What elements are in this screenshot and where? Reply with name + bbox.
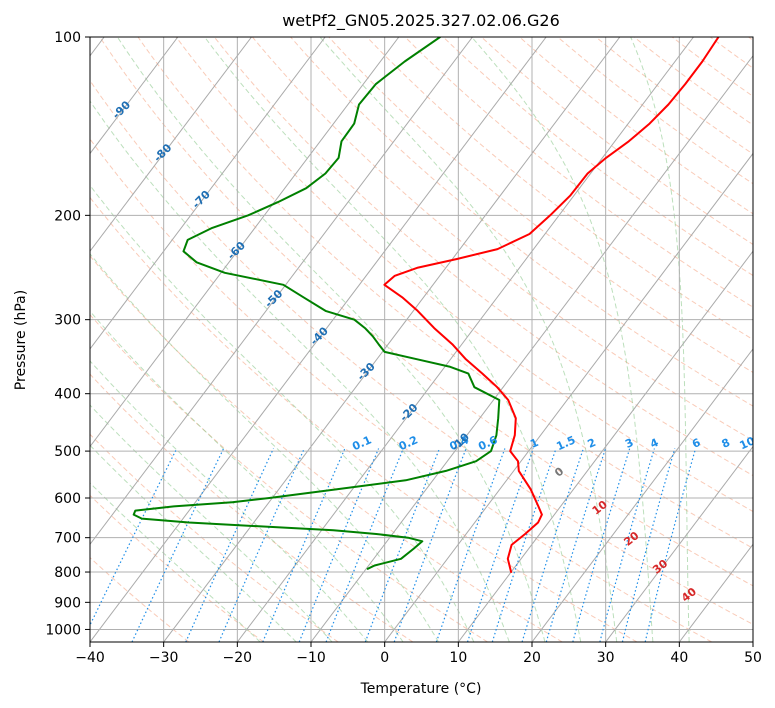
x-tick-label: 20 — [523, 650, 541, 666]
y-tick-label: 900 — [54, 595, 81, 611]
isotherm-line — [531, 348, 753, 642]
isotherm-lines — [90, 37, 753, 642]
moist-adiabat-line — [90, 444, 297, 642]
mixing-ratio-line — [218, 448, 305, 642]
y-tick-label: 1000 — [45, 622, 81, 638]
mixing-ratio-line — [621, 448, 676, 642]
mixing-ratio-line — [185, 448, 275, 642]
x-axis-label: Temperature (°C) — [360, 681, 482, 697]
isotherm-line — [384, 152, 753, 642]
y-tick-label: 100 — [54, 30, 81, 46]
pressure-gridlines — [90, 37, 753, 642]
dry-adiabat-line — [99, 37, 753, 587]
mixing-ratio-line — [364, 448, 441, 642]
dry-adiabat-line — [90, 196, 638, 642]
mixing-ratio-line — [545, 448, 607, 642]
moist-adiabat-line — [471, 37, 654, 642]
axes: −40 −30 −20 −10 0 10 20 30 40 50 1000 900 800 700 600 5… — [45, 30, 762, 666]
dewpoint-profile — [132, 37, 501, 570]
mixing-ratio-line — [572, 448, 631, 642]
sounding-series — [132, 37, 720, 573]
mixing-ratio-lines — [90, 448, 697, 642]
dry-adiabat-line — [481, 37, 753, 245]
y-tick-label: 300 — [54, 313, 81, 329]
dry-adiabat-line — [328, 37, 753, 374]
moist-adiabat-line — [90, 184, 475, 642]
isotherm-line — [236, 37, 694, 642]
x-tick-label: 10 — [449, 650, 467, 666]
isotherm-line — [457, 250, 753, 642]
temperature-profile — [383, 37, 720, 573]
mixing-ratio-line — [644, 448, 697, 642]
moist-adiabat-line — [90, 253, 439, 642]
x-tick-label: 0 — [380, 650, 389, 666]
dry-adiabat-line — [404, 37, 753, 308]
chart-title: wetPf2_GN05.2025.327.02.06.G26 — [282, 11, 560, 31]
moist-adiabat-line — [90, 404, 333, 642]
moist-adiabat-line — [116, 37, 546, 642]
mixing-ratio-label: 10 — [738, 434, 758, 452]
x-tick-label: −30 — [149, 650, 179, 666]
y-tick-label: 700 — [54, 531, 81, 547]
mixing-ratio-line — [262, 448, 346, 642]
dry-adiabat-line — [90, 79, 753, 625]
x-tick-label: 50 — [744, 650, 762, 666]
isotherm-line — [90, 37, 473, 546]
moist-adiabat-line — [90, 360, 369, 642]
isotherm-line — [90, 37, 179, 155]
y-tick-label: 400 — [54, 387, 81, 403]
plot-frame — [89, 36, 754, 643]
x-tick-label: 40 — [670, 650, 688, 666]
y-axis-label: Pressure (hPa) — [13, 290, 29, 390]
mixing-ratio-line — [325, 448, 404, 642]
y-tick-label: 500 — [54, 444, 81, 460]
isotherm-line — [90, 37, 547, 642]
moist-adiabat-line — [90, 310, 404, 642]
isotherm-line — [310, 54, 753, 642]
x-tick-label: −10 — [296, 650, 326, 666]
dry-adiabat-line — [137, 37, 753, 549]
dry-adiabat-line — [595, 37, 753, 155]
x-tick-label: −20 — [223, 650, 253, 666]
x-tick-label: 30 — [597, 650, 615, 666]
isotherm-line — [90, 37, 252, 253]
y-tick-label: 800 — [54, 565, 81, 581]
dry-adiabat-line — [557, 37, 753, 185]
moist-adiabat-line — [319, 37, 618, 642]
isotherm-line — [163, 37, 621, 642]
moist-adiabat-line — [630, 37, 690, 642]
y-tick-label: 600 — [54, 491, 81, 507]
mixing-ratio-line — [599, 448, 655, 642]
mixing-ratio-line — [298, 448, 380, 642]
background-lines — [90, 37, 753, 642]
mixing-ratio-line — [521, 448, 584, 642]
x-tick-label: −40 — [75, 650, 105, 666]
dry-adiabat-line — [90, 494, 264, 642]
moist-adiabat-line — [204, 37, 582, 642]
isotherm-line — [90, 37, 326, 350]
y-tick-label: 200 — [54, 208, 81, 224]
moist-adiabat-line — [90, 482, 261, 642]
isotherm-line — [605, 445, 753, 642]
isotherm-line — [90, 37, 400, 448]
